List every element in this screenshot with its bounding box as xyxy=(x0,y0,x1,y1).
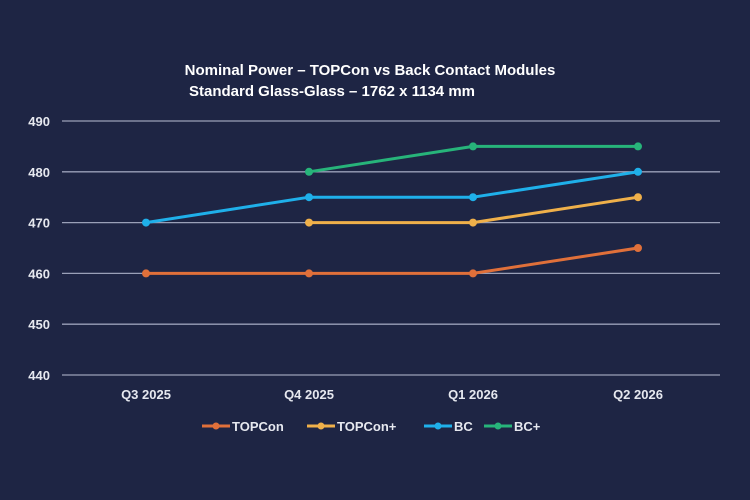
data-point xyxy=(469,142,477,151)
y-tick-label: 470 xyxy=(28,216,50,231)
y-tick-label: 490 xyxy=(28,114,50,129)
series-line xyxy=(145,170,639,225)
data-point xyxy=(305,269,313,278)
data-point xyxy=(142,269,150,278)
data-point xyxy=(142,218,150,227)
legend: TOPCon TOPCon+ BC BC+ xyxy=(202,419,541,434)
data-point xyxy=(305,193,313,202)
data-point xyxy=(469,269,477,278)
legend-label: BC xyxy=(454,419,473,434)
y-tick-label: 480 xyxy=(28,165,50,180)
data-point xyxy=(305,167,313,176)
legend-label: TOPCon+ xyxy=(337,419,397,434)
y-tick-label: 460 xyxy=(28,266,50,281)
data-point xyxy=(469,218,477,227)
x-axis-ticks: Q3 2025 Q4 2025 Q1 2026 Q2 2026 xyxy=(121,387,663,402)
data-point xyxy=(634,142,642,151)
y-tick-label: 440 xyxy=(28,368,50,383)
legend-label: BC+ xyxy=(514,419,541,434)
series-bc xyxy=(142,167,642,227)
data-point xyxy=(634,193,642,202)
legend-swatch-marker xyxy=(317,422,325,430)
data-point xyxy=(305,218,313,227)
chart-title: Nominal Power – TOPCon vs Back Contact M… xyxy=(185,62,556,79)
series-topcon-plus xyxy=(305,193,642,227)
legend-item: TOPCon xyxy=(202,419,284,434)
y-tick-label: 450 xyxy=(28,317,50,332)
legend-item: BC xyxy=(424,419,473,434)
series-bc-plus xyxy=(305,142,642,176)
data-point xyxy=(634,167,642,176)
legend-item: TOPCon+ xyxy=(307,419,397,434)
x-tick-label: Q1 2026 xyxy=(448,387,498,402)
legend-swatch-marker xyxy=(434,422,442,430)
x-tick-label: Q2 2026 xyxy=(613,387,663,402)
legend-swatch-marker xyxy=(212,422,220,430)
series-line xyxy=(146,246,639,275)
series-topcon xyxy=(142,244,642,278)
legend-item: BC+ xyxy=(484,419,541,434)
chart-subtitle: Standard Glass-Glass – 1762 x 1134 mm xyxy=(189,83,475,100)
series-lines xyxy=(142,142,642,278)
legend-label: TOPCon xyxy=(232,419,284,434)
x-tick-label: Q4 2025 xyxy=(284,387,334,402)
data-point xyxy=(634,244,642,252)
data-point xyxy=(469,193,477,202)
legend-swatch-marker xyxy=(494,422,502,430)
y-axis-ticks: 440 450 460 470 480 490 xyxy=(28,114,50,383)
x-tick-label: Q3 2025 xyxy=(121,387,171,402)
